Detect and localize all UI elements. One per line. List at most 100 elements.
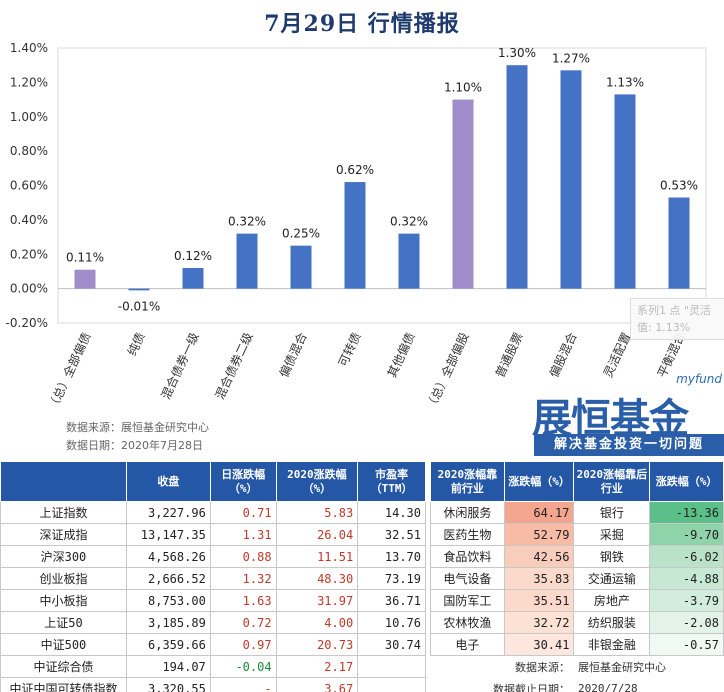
index-close: 3,185.89 [125, 611, 211, 634]
index-pe [357, 655, 426, 678]
column-header: 2020涨幅靠前行业 [430, 461, 505, 502]
bottom-sector-name: 银行 [573, 501, 651, 524]
index-day-change: 0.97 [209, 633, 277, 656]
top-sector-name: 农林牧渔 [430, 611, 505, 634]
bottom-sector-change: -9.70 [649, 523, 724, 546]
footer-value: 2020/7/28 [577, 682, 638, 692]
y-tick-label: 0.60% [10, 179, 48, 193]
index-day-change: 0.72 [209, 611, 277, 634]
sector-table-header: 2020涨幅靠前行业 涨跌幅（%） 2020涨幅靠后行业 涨跌幅（%） [430, 461, 724, 502]
column-header: 2020涨跌幅（%） [275, 461, 359, 502]
top-sector-change: 52.79 [503, 523, 575, 546]
index-pe: 32.51 [357, 523, 426, 546]
table-row: 医药生物 52.79 采掘 -9.70 [430, 523, 724, 546]
index-name: 中证综合债 [0, 655, 127, 678]
index-pe [357, 677, 426, 692]
bar [560, 70, 582, 289]
bar [236, 233, 258, 289]
x-tick-label: 普通股票 [493, 330, 526, 379]
data-label: 1.13% [606, 75, 644, 89]
y-tick-label: 0.40% [10, 213, 48, 227]
top-sector-name: 电子 [430, 633, 505, 656]
table-row: 中证中国可转债指数 3,320.55-3.67 [0, 677, 426, 692]
index-pe: 73.19 [357, 567, 426, 590]
bar [74, 269, 96, 289]
index-table-header: 收盘 日涨跌幅（%） 2020涨跌幅（%） 市盈率（TTM） [0, 461, 426, 502]
y-tick-label: -0.20% [6, 316, 48, 330]
index-day-change: 0.71 [209, 501, 277, 524]
table-row: 中证500 6,359.66 0.97 20.73 30.74 [0, 633, 426, 656]
index-ytd-change: 2.17 [275, 655, 359, 678]
index-close: 3,320.55 [125, 677, 211, 692]
bottom-sector-change: -0.57 [649, 633, 724, 656]
bar [506, 65, 528, 289]
x-tick-label: 其他偏债 [384, 330, 418, 380]
y-tick-label: 0.00% [10, 282, 48, 296]
bar [668, 197, 690, 289]
table-row: 国防军工 35.51 房地产 -3.79 [430, 589, 724, 612]
index-name: 上证50 [0, 611, 127, 634]
index-pe: 14.30 [357, 501, 426, 524]
data-label: 1.30% [498, 46, 536, 60]
y-tick-label: 0.20% [10, 247, 48, 261]
index-close: 13,147.35 [125, 523, 211, 546]
bar [344, 182, 366, 289]
index-day-change: 0.88 [209, 545, 277, 568]
index-table: 收盘 日涨跌幅（%） 2020涨跌幅（%） 市盈率（TTM） 上证指数 3,227.96… [0, 461, 426, 692]
tooltip-series: 系列1 点 "灵活 [637, 304, 712, 317]
table-row: 中证综合债 194.07 -0.04 2.17 [0, 655, 426, 678]
data-label: 1.10% [444, 81, 482, 95]
y-tick-label: 1.00% [10, 110, 48, 124]
x-tick-label: 可转债 [335, 330, 364, 369]
bottom-sector-name: 采掘 [573, 523, 651, 546]
index-ytd-change: 31.97 [275, 589, 359, 612]
bottom-sector-name: 钢铁 [573, 545, 651, 568]
bottom-sector-name: 交通运输 [573, 567, 651, 590]
top-sector-change: 35.51 [503, 589, 575, 612]
index-close: 4,568.26 [125, 545, 211, 568]
bar [182, 268, 204, 289]
top-sector-name: 电气设备 [430, 567, 505, 590]
index-name: 上证指数 [0, 501, 127, 524]
bar [398, 233, 420, 289]
index-day-change: 1.31 [209, 523, 277, 546]
footer-row: 数据来源： 展恒基金研究中心 [431, 656, 724, 678]
index-ytd-change: 11.51 [275, 545, 359, 568]
brand-logo: myfund 展恒基金 解决基金投资一切问题 [532, 372, 724, 460]
index-close: 8,753.00 [125, 589, 211, 612]
index-name: 创业板指 [0, 567, 127, 590]
data-label: 0.53% [660, 179, 698, 193]
x-tick-label: 偏债混合 [276, 330, 310, 380]
plot-area [57, 47, 707, 324]
table-row: 沪深300 4,568.26 0.88 11.51 13.70 [0, 545, 426, 568]
top-sector-name: 食品饮料 [430, 545, 505, 568]
column-header: 2020涨幅靠后行业 [573, 461, 651, 502]
column-header [0, 461, 127, 502]
table-row: 休闲服务 64.17 银行 -13.36 [430, 501, 724, 524]
x-tick-label: （总）全部偏债 [45, 330, 94, 412]
index-close: 3,227.96 [125, 501, 211, 524]
index-pe: 13.70 [357, 545, 426, 568]
table-row: 中小板指 8,753.00 1.63 31.97 36.71 [0, 589, 426, 612]
y-tick-label: 0.80% [10, 144, 48, 158]
column-header: 日涨跌幅（%） [209, 461, 277, 502]
bottom-sector-change: -6.02 [649, 545, 724, 568]
bottom-sector-name: 房地产 [573, 589, 651, 612]
index-pe: 30.74 [357, 633, 426, 656]
table-row: 深证成指 13,147.35 1.31 26.04 32.51 [0, 523, 426, 546]
data-label: 0.11% [66, 251, 104, 265]
data-label: 0.32% [228, 215, 266, 229]
chart-tooltip: 系列1 点 "灵活 值: 1.13% [630, 298, 724, 340]
table-row: 创业板指 2,666.52 1.32 48.30 73.19 [0, 567, 426, 590]
table-row: 电气设备 35.83 交通运输 -4.88 [430, 567, 724, 590]
data-label: -0.01% [118, 299, 160, 313]
chart-source: 数据来源：展恒基金研究中心 [66, 421, 209, 434]
bottom-sector-change: -13.36 [649, 501, 724, 524]
index-name: 中小板指 [0, 589, 127, 612]
data-label: 1.27% [552, 51, 590, 65]
column-header: 涨跌幅（%） [649, 461, 724, 502]
bar [290, 245, 312, 289]
column-header: 涨跌幅（%） [503, 461, 575, 502]
top-sector-change: 64.17 [503, 501, 575, 524]
footer-value: 展恒基金研究中心 [577, 660, 666, 674]
